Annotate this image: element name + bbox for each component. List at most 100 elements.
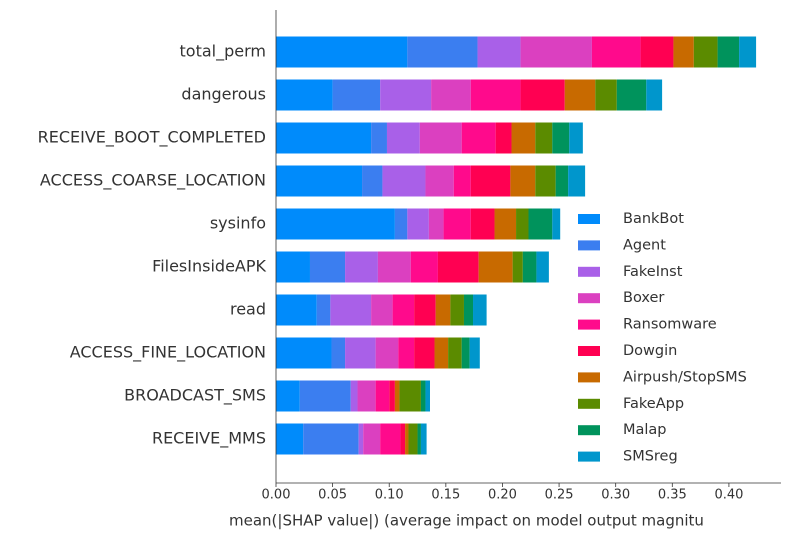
bar-segment	[398, 337, 415, 369]
bar-segment	[345, 337, 376, 369]
legend-swatch	[578, 319, 600, 330]
bar-segment	[330, 294, 372, 326]
bar-segment	[331, 337, 346, 369]
y-tick-label: dangerous	[181, 85, 266, 104]
bar-segment	[535, 165, 556, 197]
bar-segment	[414, 294, 436, 326]
legend-swatch	[578, 372, 600, 383]
bar-segment	[616, 79, 647, 111]
legend-swatch	[578, 346, 600, 356]
bar-segment	[345, 251, 378, 283]
bar-segment	[371, 294, 393, 326]
bar-segment	[453, 165, 471, 197]
bar-segment	[375, 337, 399, 369]
legend-swatch	[578, 214, 600, 224]
bar-segment	[495, 122, 512, 154]
x-tick-label: 0.15	[431, 488, 460, 503]
bar-segment	[470, 79, 521, 111]
bar-segment	[568, 165, 586, 197]
bar-segment	[276, 122, 372, 154]
bar-segment	[357, 380, 376, 412]
legend-label: FakeInst	[623, 264, 683, 280]
x-tick-label: 0.25	[545, 488, 574, 503]
bar-segment	[552, 208, 561, 240]
y-tick-label: RECEIVE_MMS	[152, 429, 266, 449]
legend-label: Agent	[623, 237, 666, 253]
x-axis-label: mean(|SHAP value|) (average impact on mo…	[229, 512, 704, 530]
bar-segment	[461, 337, 470, 369]
x-tick-label: 0.40	[714, 488, 743, 503]
bar-segment	[299, 380, 351, 412]
bar-segment	[392, 294, 415, 326]
bar-segment	[276, 79, 333, 111]
bar-segment	[358, 423, 364, 455]
bar-segment	[371, 122, 387, 154]
legend-label: SMSreg	[623, 449, 678, 465]
bar-segment	[528, 208, 553, 240]
bar-segment	[362, 165, 383, 197]
bar-segment	[428, 208, 444, 240]
bar-segment	[520, 79, 565, 111]
bar-segment	[276, 337, 332, 369]
x-tick-label: 0.20	[488, 488, 517, 503]
bar-segment	[520, 36, 592, 68]
legend-swatch	[578, 425, 600, 436]
bar-segment	[717, 36, 740, 68]
bar-segment	[386, 122, 420, 154]
bar-segment	[276, 165, 363, 197]
bar-segment	[316, 294, 331, 326]
bar-segment	[477, 36, 521, 68]
bar-segment	[511, 122, 536, 154]
bar-segment	[443, 208, 471, 240]
x-tick-label: 0.30	[601, 488, 630, 503]
y-tick-label: FilesInsideAPK	[152, 257, 266, 276]
y-tick-label: ACCESS_COARSE_LOCATION	[40, 171, 266, 191]
legend-label: BankBot	[623, 211, 684, 227]
bar-segment	[276, 208, 395, 240]
y-tick-label: sysinfo	[210, 214, 266, 233]
x-tick-label: 0.35	[658, 488, 687, 503]
legend-swatch	[578, 293, 600, 304]
legend-swatch	[578, 398, 600, 409]
bar-segment	[595, 79, 617, 111]
bar-segment	[380, 423, 401, 455]
bar-segment	[363, 423, 381, 455]
bar-segment	[410, 251, 438, 283]
bar-segment	[400, 423, 406, 455]
x-tick-label: 0.10	[375, 488, 404, 503]
bar-segment	[494, 208, 517, 240]
bar-segment	[394, 208, 408, 240]
bar-segment	[420, 423, 427, 455]
bar-segment	[431, 79, 471, 111]
bar-segment	[469, 337, 480, 369]
y-tick-label: ACCESS_FINE_LOCATION	[70, 343, 266, 363]
bar-segment	[461, 122, 496, 154]
bar-segment	[375, 380, 390, 412]
bar-segment	[303, 423, 359, 455]
bar-segment	[463, 294, 474, 326]
legend-label: Malap	[623, 422, 667, 438]
bar-segment	[693, 36, 718, 68]
bar-segment	[276, 251, 310, 283]
bar-segment	[450, 294, 464, 326]
bar-segment	[564, 79, 596, 111]
bar-segment	[516, 208, 529, 240]
bar-segment	[414, 337, 435, 369]
bar-segment	[309, 251, 346, 283]
bar-segment	[555, 165, 569, 197]
legend-swatch	[578, 451, 600, 462]
bar-segment	[522, 251, 537, 283]
x-tick-label: 0.05	[318, 488, 347, 503]
bar-segment	[394, 380, 400, 412]
bar-segment	[407, 208, 429, 240]
bar-segment	[399, 380, 421, 412]
legend-swatch	[578, 240, 600, 251]
bar-segment	[276, 36, 408, 68]
bar-segment	[536, 251, 549, 283]
bar-segment	[350, 380, 358, 412]
bar-segment	[470, 208, 495, 240]
legend-swatch	[578, 266, 600, 277]
legend-label: Ransomware	[623, 317, 717, 333]
bar-segment	[425, 380, 430, 412]
